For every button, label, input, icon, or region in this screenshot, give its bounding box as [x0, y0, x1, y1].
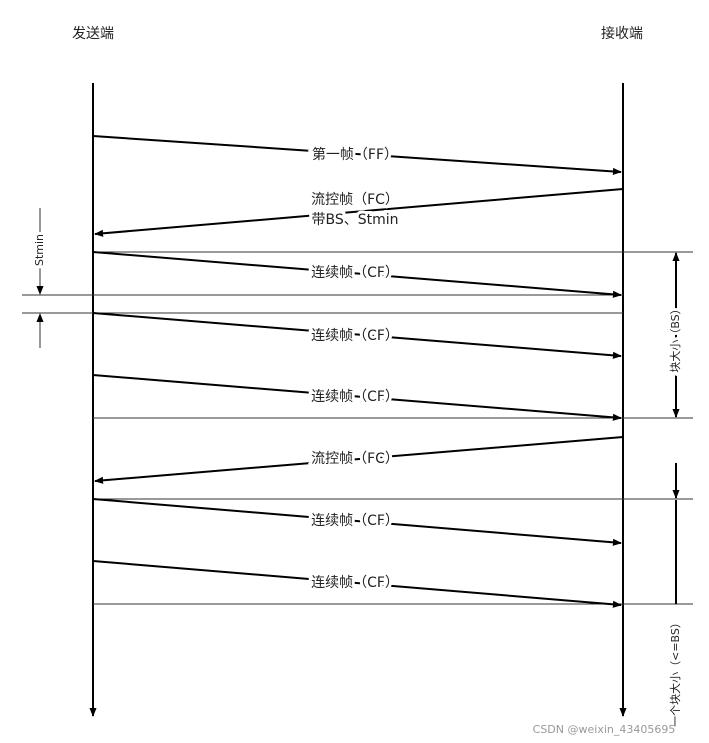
message-label: 连续帧（CF） — [311, 574, 399, 591]
message-arrow — [94, 436, 624, 484]
message-label: 第一帧（FF） — [312, 146, 398, 163]
message-label: 连续帧（CF） — [311, 264, 399, 281]
message-arrow — [92, 374, 622, 421]
message-label: 连续帧（CF） — [311, 512, 399, 529]
message-arrow — [92, 560, 622, 608]
message-label: 流控帧（FC） — [311, 192, 399, 208]
message-arrow — [92, 498, 622, 546]
message-arrow — [92, 251, 622, 298]
message-arrow — [94, 188, 624, 237]
message-label: 连续帧（CF） — [311, 327, 399, 344]
message-sublabel: 带BS、Stmin — [311, 212, 398, 228]
stmin-annotation: Stmin — [30, 208, 49, 348]
message-label: 流控帧（FC） — [311, 451, 399, 467]
block-size-label: 块大小（BS） — [668, 303, 682, 372]
block-size-annotation: 块大小（BS） 一个块大小（<=BS） — [665, 252, 685, 730]
last-block-size-label: 一个块大小（<=BS） — [668, 617, 682, 727]
watermark: CSDN @weixin_43405695 — [533, 723, 676, 736]
receiver-label: 接收端 — [601, 25, 643, 42]
guide-lines — [22, 251, 693, 605]
message-arrow — [92, 312, 622, 359]
messages: 第一帧（FF） 流控帧（FC） 带BS、Stmin 连续帧（CF） 连续帧（CF… — [92, 135, 624, 608]
message-label: 连续帧（CF） — [311, 388, 399, 405]
stmin-label: Stmin — [33, 234, 46, 266]
message-arrow — [92, 135, 622, 176]
sender-label: 发送端 — [72, 26, 114, 42]
